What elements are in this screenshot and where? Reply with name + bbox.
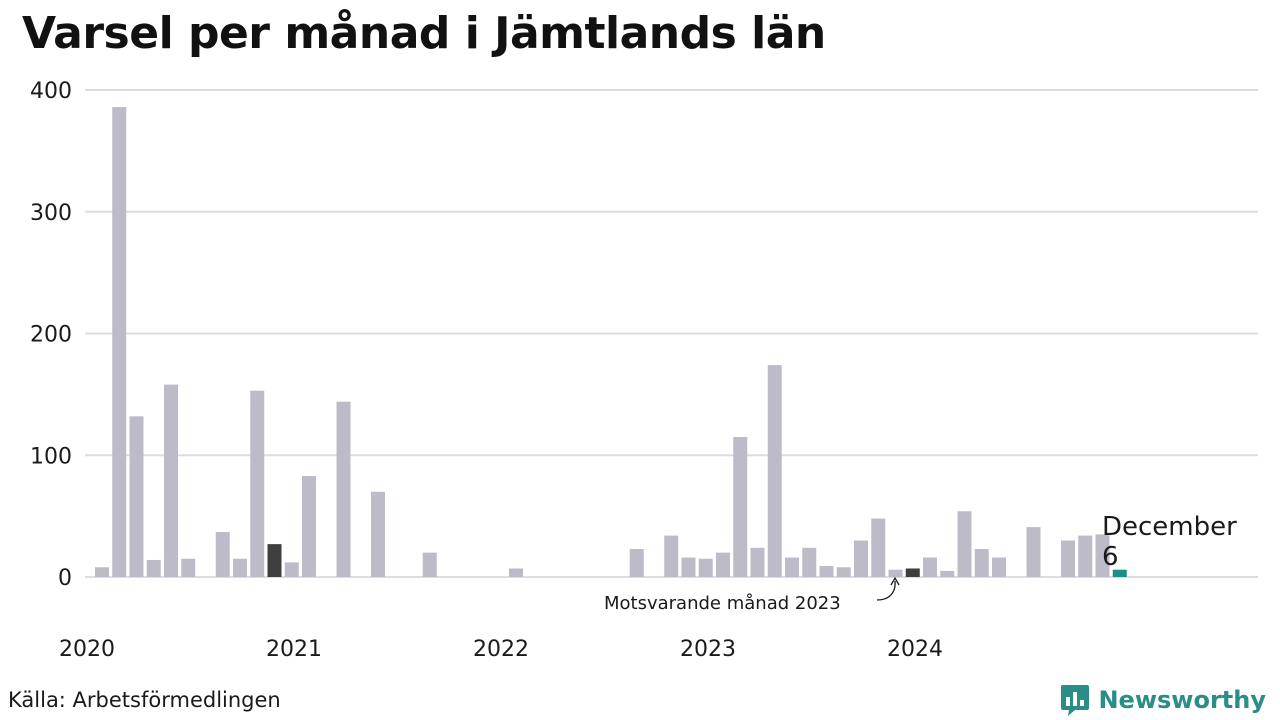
bar [629, 549, 644, 577]
bar [871, 518, 886, 577]
bar [371, 491, 385, 577]
bar [957, 511, 972, 577]
bar [819, 566, 834, 577]
bar [767, 365, 782, 577]
newsworthy-logo-icon [1061, 685, 1090, 716]
bar [923, 557, 937, 577]
bar [1061, 540, 1075, 577]
bar [336, 401, 351, 577]
bar [95, 567, 109, 577]
bar [164, 384, 178, 577]
current-month-label: December [1102, 512, 1237, 542]
bar [681, 557, 696, 577]
bar-current [1112, 569, 1127, 577]
bar-comparison [905, 568, 920, 577]
bars [95, 107, 1127, 578]
bar [974, 549, 989, 577]
x-tick-label: 2020 [59, 637, 115, 662]
bar [836, 567, 851, 577]
bar [422, 552, 437, 577]
y-axis-ticks: 0 100 200 300 400 [30, 79, 72, 591]
comparison-arrowhead [890, 576, 900, 586]
y-tick-label: 300 [30, 201, 72, 226]
bar [215, 531, 230, 577]
bar [888, 569, 903, 577]
x-tick-label: 2021 [266, 637, 322, 662]
x-tick-label: 2022 [473, 637, 529, 662]
bar [250, 390, 265, 577]
y-tick-label: 400 [30, 79, 72, 104]
y-tick-label: 0 [58, 566, 72, 591]
x-tick-label: 2023 [680, 637, 736, 662]
bar [112, 107, 127, 578]
brand[interactable]: Newsworthy [1060, 683, 1266, 717]
bar [716, 552, 730, 577]
bar [146, 559, 161, 577]
bar [698, 558, 713, 577]
bar [854, 540, 868, 577]
bar [750, 547, 765, 577]
comparison-annotation: Motsvarande månad 2023 [604, 593, 841, 614]
bar [785, 557, 799, 577]
bar [733, 436, 748, 577]
brand-name: Newsworthy [1098, 686, 1266, 714]
bar [509, 568, 523, 577]
annotations: Motsvarande månad 2023 December 6 [604, 512, 1237, 614]
bar [1095, 534, 1110, 577]
bar [940, 570, 955, 577]
bar [664, 535, 679, 577]
bar [1026, 527, 1041, 577]
bar [181, 558, 196, 577]
bar [802, 547, 817, 577]
y-tick-label: 200 [30, 323, 72, 348]
x-axis-ticks: 2020 2021 2022 2023 2024 [59, 637, 943, 662]
bar [129, 416, 144, 577]
source-note: Källa: Arbetsförmedlingen [8, 688, 281, 712]
bar [233, 558, 247, 577]
current-value-label: 6 [1102, 542, 1119, 572]
bar [284, 562, 299, 577]
y-tick-label: 100 [30, 444, 72, 469]
comparison-arrow [876, 580, 896, 601]
bar [992, 557, 1006, 577]
bar [302, 475, 316, 577]
bar-comparison [267, 544, 282, 577]
bar [1078, 535, 1093, 577]
chart-title: Varsel per månad i Jämtlands län [22, 8, 826, 59]
x-tick-label: 2024 [887, 637, 943, 662]
